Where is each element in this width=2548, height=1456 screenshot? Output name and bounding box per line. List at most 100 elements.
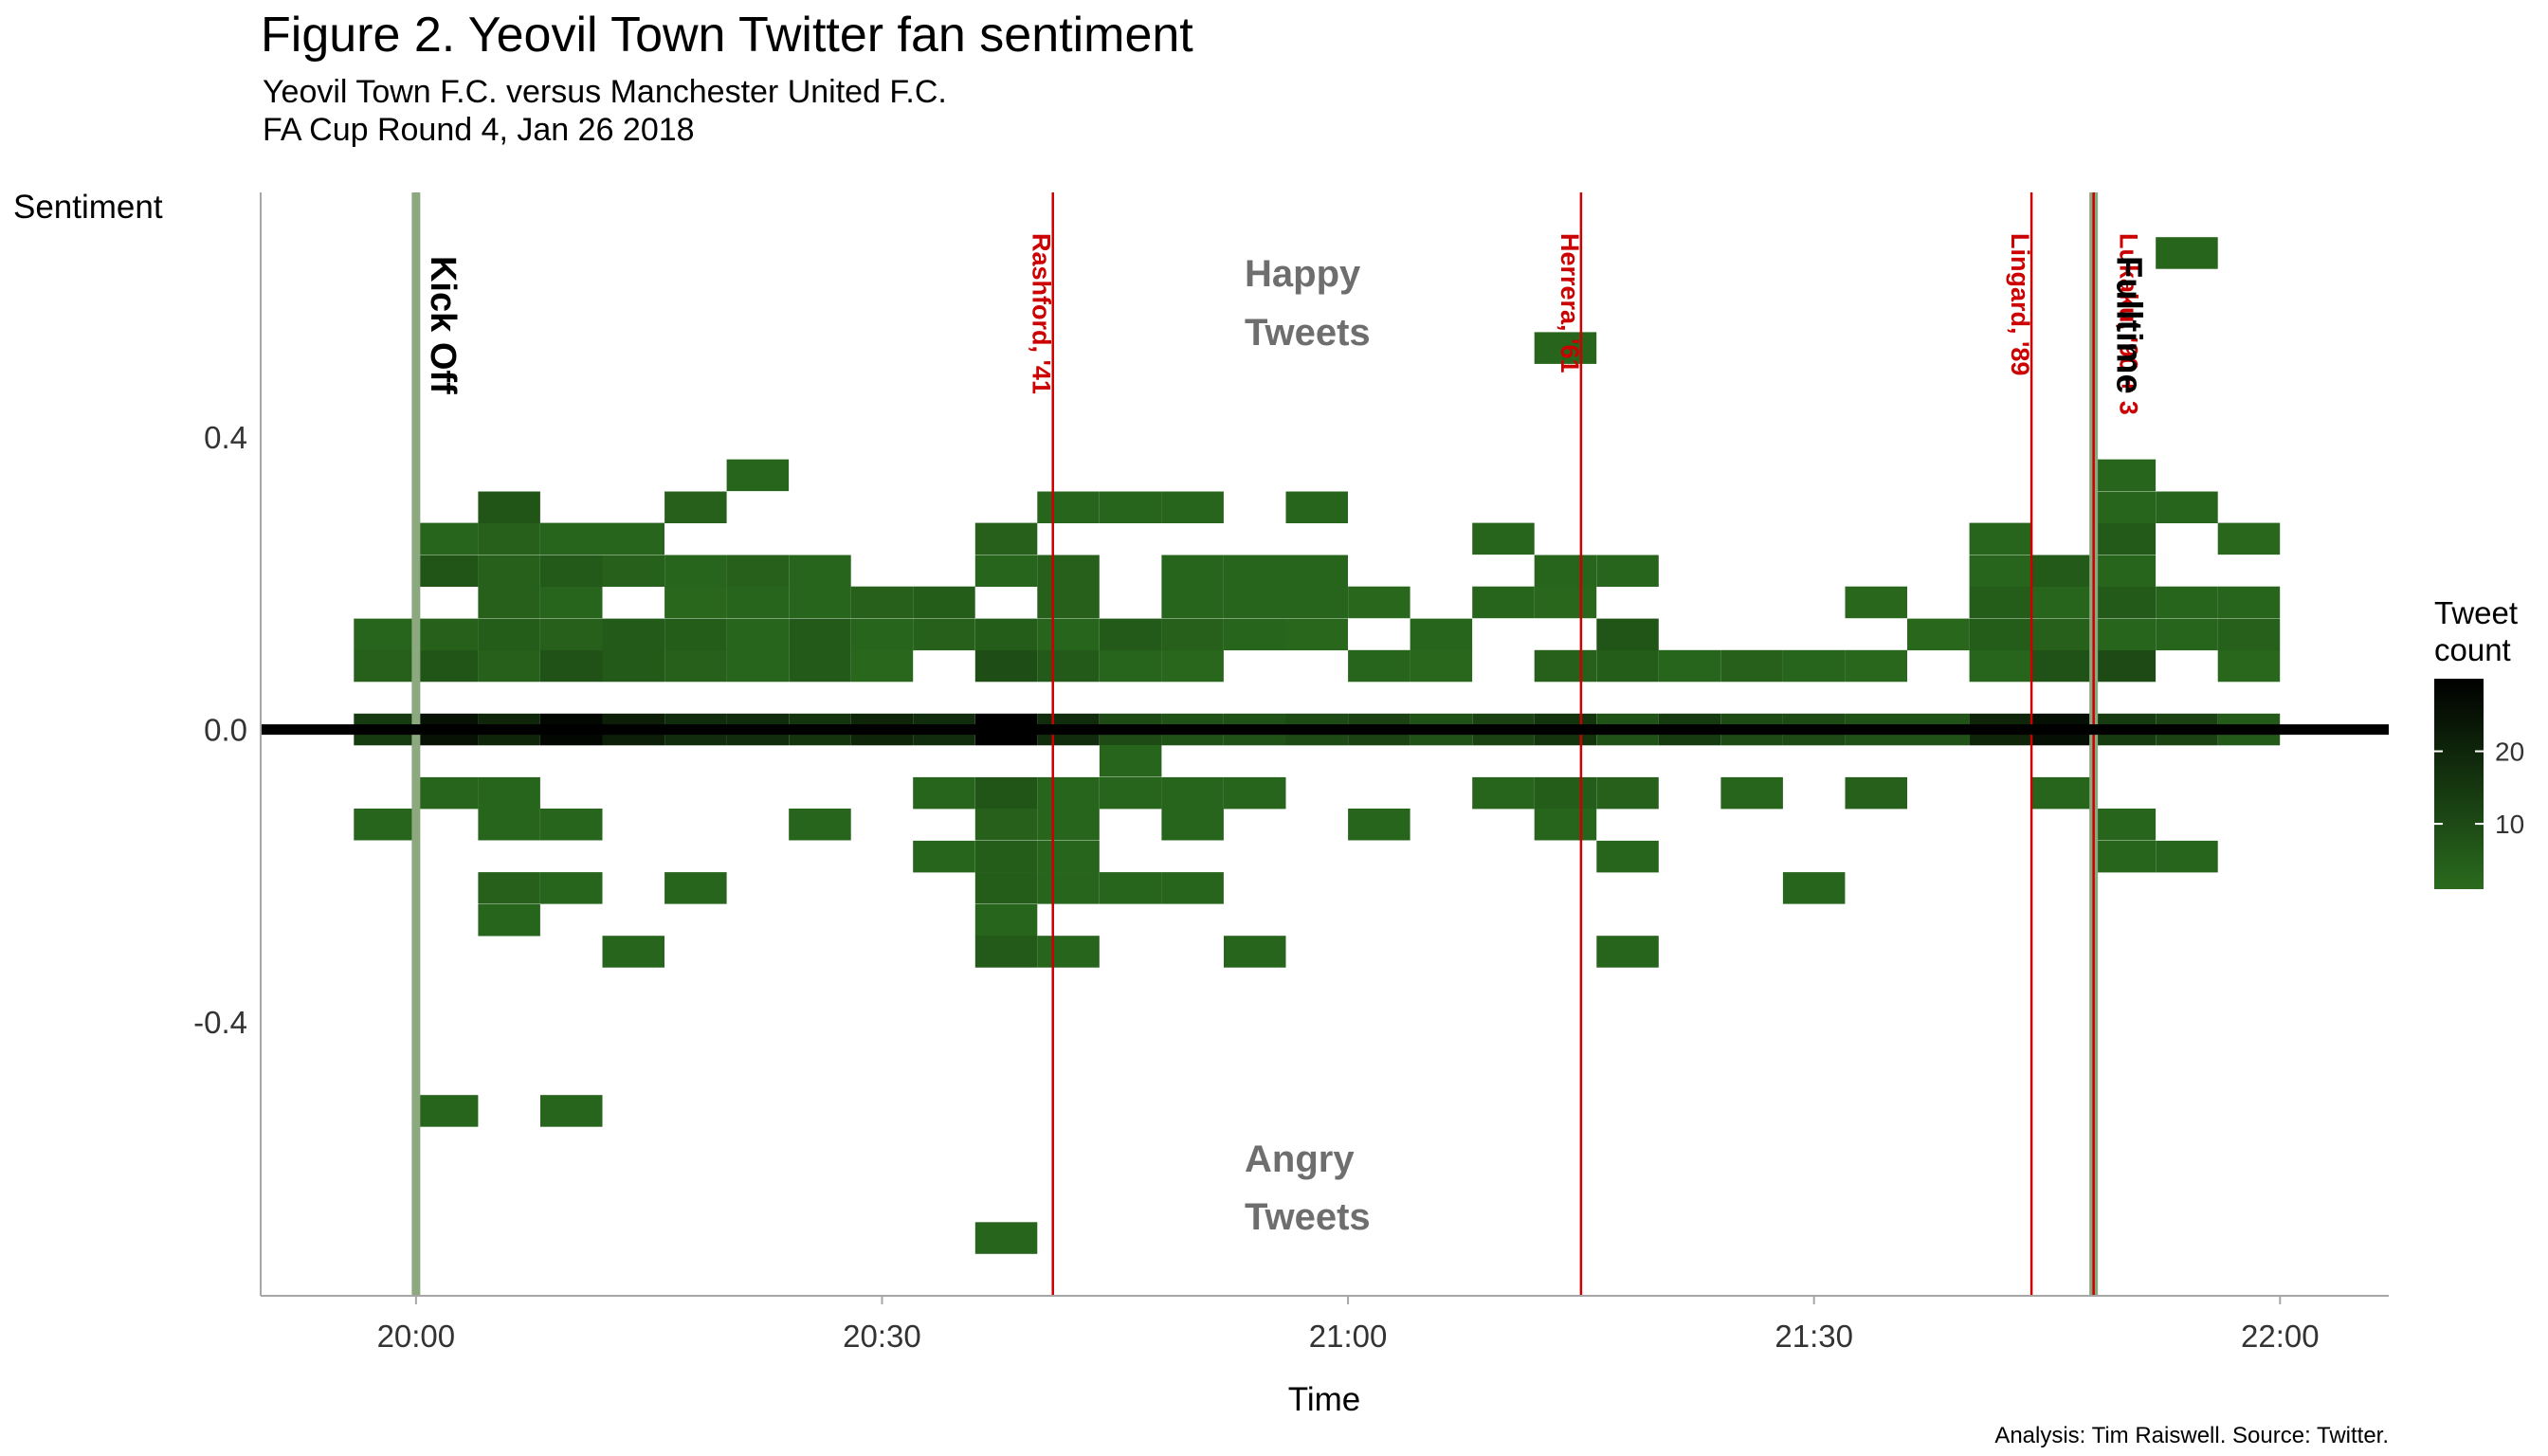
heatmap-cell bbox=[2031, 586, 2094, 619]
heatmap-cell bbox=[1285, 491, 1348, 523]
heatmap-cell bbox=[1224, 586, 1286, 619]
heatmap-cell bbox=[664, 618, 727, 651]
y-tick-label: 0.0 bbox=[204, 713, 247, 748]
legend-title-line-2: count bbox=[2434, 632, 2511, 667]
heatmap-cell bbox=[540, 618, 603, 651]
heatmap-cell bbox=[478, 872, 540, 904]
heatmap-cell bbox=[726, 459, 790, 492]
chart-title: Figure 2. Yeovil Town Twitter fan sentim… bbox=[261, 8, 1193, 63]
heatmap-cell bbox=[1099, 649, 1162, 682]
heatmap-cell bbox=[2093, 491, 2157, 523]
heatmap-cell bbox=[789, 618, 851, 651]
heatmap-cell bbox=[478, 776, 540, 810]
legend-title-line-1: Tweet bbox=[2434, 595, 2518, 630]
heatmap-cell bbox=[2217, 522, 2281, 555]
heatmap-cell bbox=[1596, 936, 1659, 968]
heatmap-cell bbox=[2156, 618, 2218, 651]
heatmap-cell bbox=[478, 618, 540, 651]
heatmap-cell bbox=[540, 586, 603, 619]
heatmap-cell bbox=[354, 809, 416, 841]
event-label: Lingard, '89 bbox=[2006, 233, 2034, 375]
heatmap-cell bbox=[974, 840, 1038, 873]
heatmap-cell bbox=[726, 649, 790, 682]
heatmap-cell bbox=[415, 618, 479, 651]
heatmap-cell bbox=[1285, 618, 1348, 651]
heatmap-cell bbox=[974, 522, 1038, 555]
heatmap-cell bbox=[1099, 776, 1162, 810]
heatmap-cell bbox=[540, 649, 603, 682]
heatmap-cell bbox=[1161, 649, 1224, 682]
heatmap-cell bbox=[1720, 649, 1783, 682]
heatmap-cell bbox=[1845, 776, 1907, 810]
x-axis-label: Time bbox=[1288, 1381, 1360, 1418]
y-tick-label: 0.4 bbox=[204, 420, 247, 455]
heatmap-cell bbox=[602, 522, 664, 555]
heatmap-cell bbox=[1224, 618, 1286, 651]
heatmap-cell bbox=[664, 872, 727, 904]
heatmap-cell bbox=[1596, 840, 1659, 873]
heatmap-cell bbox=[1969, 618, 2032, 651]
heatmap-cell bbox=[1224, 555, 1286, 587]
heatmap-cell bbox=[1161, 618, 1224, 651]
heatmap-cell bbox=[974, 872, 1038, 904]
heatmap-cell bbox=[1099, 618, 1162, 651]
heatmap-cell bbox=[1969, 522, 2032, 555]
heatmap-cell bbox=[1472, 586, 1535, 619]
legend-tick-label: 20 bbox=[2495, 737, 2524, 767]
heatmap-cell bbox=[2031, 618, 2094, 651]
heatmap-cell bbox=[664, 586, 727, 619]
heatmap-cell bbox=[1720, 776, 1783, 810]
heatmap-cell bbox=[1099, 745, 1162, 777]
legend-tick-label: 10 bbox=[2495, 810, 2524, 839]
heatmap-cell bbox=[540, 522, 603, 555]
heatmap-cell bbox=[664, 555, 727, 587]
heatmap-cell bbox=[913, 618, 975, 651]
heatmap-cell bbox=[974, 776, 1038, 810]
heatmap-cell bbox=[850, 586, 914, 619]
heatmap-cell bbox=[1472, 522, 1535, 555]
heatmap-cell bbox=[1348, 649, 1410, 682]
heatmap-cell bbox=[1161, 776, 1224, 810]
heatmap-cell bbox=[974, 904, 1038, 937]
y-tick-label: -0.4 bbox=[193, 1005, 247, 1040]
heatmap-cell bbox=[1161, 491, 1224, 523]
heatmap-cell bbox=[913, 840, 975, 873]
heatmap-cell bbox=[1596, 776, 1659, 810]
heatmap-cell bbox=[1224, 776, 1286, 810]
heatmap-cell bbox=[974, 618, 1038, 651]
heatmap-cell bbox=[1596, 555, 1659, 587]
heatmap-cell bbox=[974, 649, 1038, 682]
event-label: Herrera, '61 bbox=[1556, 233, 1584, 373]
heatmap-cell bbox=[1534, 332, 1597, 364]
heatmap-cell bbox=[1410, 649, 1473, 682]
heatmap-cell bbox=[1037, 555, 1100, 587]
heatmap-cell bbox=[974, 1222, 1038, 1254]
reference-lines bbox=[261, 192, 2389, 1296]
heatmap-cell bbox=[478, 649, 540, 682]
heatmap-cell bbox=[1845, 586, 1907, 619]
heatmap-cell bbox=[1099, 872, 1162, 904]
heatmap-cell bbox=[602, 618, 664, 651]
heatmap-cell bbox=[2093, 586, 2157, 619]
heatmap-cell bbox=[2093, 840, 2157, 873]
heatmap-cell bbox=[1099, 491, 1162, 523]
x-tick-label: 21:00 bbox=[1309, 1319, 1388, 1354]
heatmap-cell bbox=[664, 649, 727, 682]
heatmap-cell bbox=[2093, 809, 2157, 841]
heatmap-cell bbox=[726, 555, 790, 587]
heatmap-cell bbox=[1534, 809, 1597, 841]
happy-region-label-line-1: Happy bbox=[1245, 253, 1361, 295]
heatmap-cell bbox=[1596, 618, 1659, 651]
heatmap-cell bbox=[789, 555, 851, 587]
heatmap-cell bbox=[1596, 649, 1659, 682]
x-tick-label: 20:00 bbox=[377, 1319, 456, 1354]
heatmap-cell bbox=[1037, 649, 1100, 682]
heatmap-cell bbox=[974, 809, 1038, 841]
heatmap-cell bbox=[1224, 936, 1286, 968]
heatmap-cell bbox=[1969, 555, 2032, 587]
heatmap-cell bbox=[1782, 649, 1846, 682]
heatmap-cell bbox=[2217, 618, 2281, 651]
heatmap-cell bbox=[1161, 586, 1224, 619]
